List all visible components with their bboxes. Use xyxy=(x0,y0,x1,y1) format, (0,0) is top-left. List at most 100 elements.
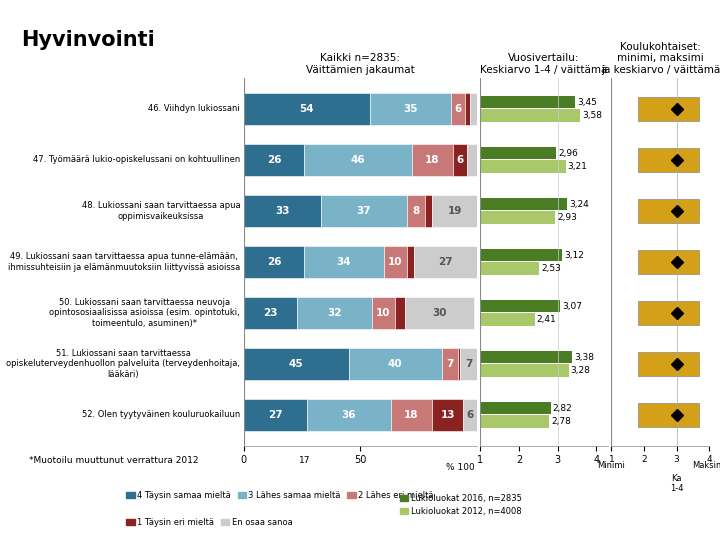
Text: 50. Lukiossani saan tarvittaessa neuvoja
opintososiaalisissa asioissa (esim. opi: 50. Lukiossani saan tarvittaessa neuvoja… xyxy=(50,298,240,328)
Text: 13: 13 xyxy=(441,410,455,420)
Text: 2,93: 2,93 xyxy=(557,213,577,222)
Text: 3,58: 3,58 xyxy=(582,111,602,120)
Bar xyxy=(243,195,320,227)
Text: 52. Olen tyytyväinen kouluruokailuun: 52. Olen tyytyväinen kouluruokailuun xyxy=(82,410,240,420)
Text: 34: 34 xyxy=(337,257,351,267)
Text: 3,24: 3,24 xyxy=(569,200,589,209)
Bar xyxy=(305,246,384,278)
FancyBboxPatch shape xyxy=(637,249,699,274)
FancyBboxPatch shape xyxy=(637,97,699,121)
Text: 46. Viihdyn lukiossani: 46. Viihdyn lukiossani xyxy=(148,104,240,113)
Text: 3,28: 3,28 xyxy=(570,366,590,375)
Text: 8: 8 xyxy=(413,206,420,216)
Bar xyxy=(458,348,461,380)
Bar xyxy=(480,415,549,428)
Bar xyxy=(369,93,451,125)
Text: 7: 7 xyxy=(465,359,472,369)
Bar xyxy=(243,348,348,380)
Text: 19: 19 xyxy=(447,206,462,216)
Text: Minimi: Minimi xyxy=(598,461,626,470)
Text: 27: 27 xyxy=(438,257,453,267)
Bar xyxy=(480,110,580,122)
Bar xyxy=(372,297,395,329)
Bar xyxy=(480,147,556,159)
Bar xyxy=(307,399,390,431)
Text: 17: 17 xyxy=(299,456,310,465)
Text: 26: 26 xyxy=(266,155,282,165)
Title: Koulukohtaiset:
minimi, maksimi
ja keskiarvo / väittämä: Koulukohtaiset: minimi, maksimi ja keski… xyxy=(600,42,720,75)
Bar xyxy=(480,198,567,211)
Bar xyxy=(480,211,555,224)
Bar xyxy=(395,297,405,329)
Title: Kaikki n=2835:
Väittämien jakaumat: Kaikki n=2835: Väittämien jakaumat xyxy=(306,53,415,75)
Bar xyxy=(297,297,372,329)
Bar xyxy=(243,93,369,125)
FancyBboxPatch shape xyxy=(637,301,699,325)
Text: 54: 54 xyxy=(300,104,314,114)
Bar xyxy=(243,144,305,176)
Text: 3,21: 3,21 xyxy=(568,162,588,171)
Bar xyxy=(405,297,474,329)
Text: 3,07: 3,07 xyxy=(562,302,582,310)
Bar xyxy=(480,364,569,377)
Bar xyxy=(480,262,539,275)
Text: 45: 45 xyxy=(289,359,303,369)
Title: Vuosivertailu:
Keskiarvo 1-4 / väittämä: Vuosivertailu: Keskiarvo 1-4 / väittämä xyxy=(480,53,608,75)
Text: 2,82: 2,82 xyxy=(553,404,572,413)
Bar xyxy=(433,195,477,227)
Bar xyxy=(243,246,305,278)
Text: 40: 40 xyxy=(388,359,402,369)
Text: 23: 23 xyxy=(264,308,278,318)
Text: 27: 27 xyxy=(268,410,282,420)
Text: 47. Työmäärä lukio-opiskelussani on kohtuullinen: 47. Työmäärä lukio-opiskelussani on koht… xyxy=(33,156,240,164)
Bar xyxy=(442,348,458,380)
Text: 6: 6 xyxy=(466,410,473,420)
Text: 46: 46 xyxy=(351,155,365,165)
Text: Hyvinvointi: Hyvinvointi xyxy=(22,30,156,50)
Text: 37: 37 xyxy=(356,206,371,216)
Bar xyxy=(480,249,562,261)
Bar xyxy=(348,348,442,380)
Bar xyxy=(451,93,465,125)
Text: 18: 18 xyxy=(404,410,419,420)
Bar xyxy=(454,144,467,176)
Text: 48. Lukiossani saan tarvittaessa apua
oppimisvaikeuksissa: 48. Lukiossani saan tarvittaessa apua op… xyxy=(81,201,240,221)
Bar xyxy=(412,144,454,176)
Bar xyxy=(469,93,477,125)
Text: 32: 32 xyxy=(328,308,342,318)
Text: 51. Lukiossani saan tarvittaessa
opiskeluterveydenhuollon palveluita (terveydenh: 51. Lukiossani saan tarvittaessa opiskel… xyxy=(6,349,240,379)
Text: 6: 6 xyxy=(454,104,462,114)
Text: 2,53: 2,53 xyxy=(541,264,562,273)
Text: 49. Lukiossani saan tarvittaessa apua tunne-elämään,
ihmissuhteisiin ja elämänmu: 49. Lukiossani saan tarvittaessa apua tu… xyxy=(8,252,240,272)
Bar xyxy=(465,93,469,125)
FancyBboxPatch shape xyxy=(637,199,699,223)
Bar xyxy=(414,246,477,278)
Bar xyxy=(243,297,297,329)
Text: 35: 35 xyxy=(403,104,418,114)
Bar xyxy=(480,402,551,414)
Bar xyxy=(480,160,566,173)
Text: Maksimi: Maksimi xyxy=(692,461,720,470)
Text: *Muotoilu muuttunut verrattura 2012: *Muotoilu muuttunut verrattura 2012 xyxy=(29,456,198,465)
Bar xyxy=(384,246,407,278)
Bar xyxy=(433,399,463,431)
Text: 26: 26 xyxy=(266,257,282,267)
Text: 2,41: 2,41 xyxy=(536,315,557,324)
Text: 3,45: 3,45 xyxy=(577,98,597,107)
Bar xyxy=(390,399,433,431)
Text: 10: 10 xyxy=(377,308,391,318)
Text: 33: 33 xyxy=(275,206,289,216)
Bar xyxy=(461,348,477,380)
Text: 18: 18 xyxy=(426,155,440,165)
Text: 6: 6 xyxy=(456,155,464,165)
Text: 3,12: 3,12 xyxy=(564,251,584,260)
Legend: Lukioluokat 2016, n=2835, Lukioluokat 2012, n=4008: Lukioluokat 2016, n=2835, Lukioluokat 20… xyxy=(397,491,525,519)
FancyBboxPatch shape xyxy=(637,352,699,376)
Text: 10: 10 xyxy=(388,257,402,267)
Bar xyxy=(480,313,535,326)
Text: 36: 36 xyxy=(341,410,356,420)
Text: 3,38: 3,38 xyxy=(575,353,594,362)
FancyBboxPatch shape xyxy=(637,403,699,427)
Text: % 100: % 100 xyxy=(446,463,474,472)
Bar xyxy=(243,399,307,431)
